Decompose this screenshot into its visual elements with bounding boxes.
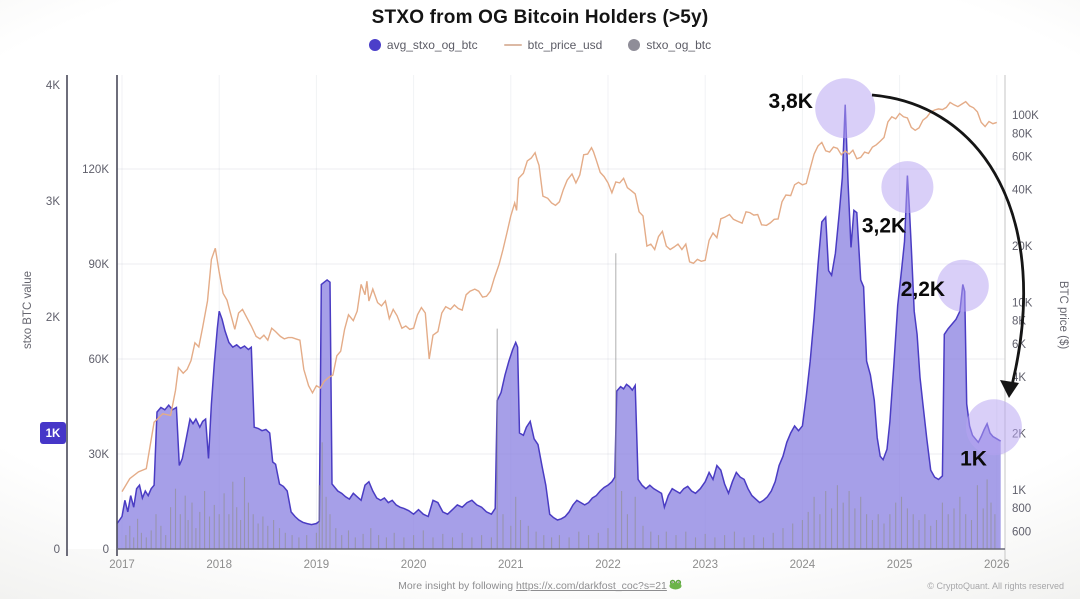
right-axis-tick-label: 20K: [1012, 241, 1033, 253]
right-axis-tick-label: 60K: [1012, 152, 1033, 164]
legend-label: btc_price_usd: [527, 38, 603, 52]
annotation-highlight-circle: [936, 259, 989, 312]
right-axis-tick-label: 600: [1012, 527, 1031, 539]
right-axis-tick-label: 40K: [1012, 185, 1033, 197]
x-axis-tick-label: 2019: [304, 559, 330, 571]
footer-insight: More insight by following https://x.com/…: [0, 579, 1080, 593]
secondary-axis-tick-label: 0: [103, 544, 109, 556]
right-axis-tick-label: 8K: [1012, 316, 1026, 328]
secondary-axis-tick-label: 90K: [89, 259, 110, 271]
annotation-value-label: 1K: [960, 448, 987, 471]
annotation-highlight-circle: [815, 78, 876, 139]
right-axis-tick-label: 100K: [1012, 110, 1039, 122]
left-axis-tick-label: 3K: [46, 196, 60, 208]
left-axis-tick-label: 0: [54, 544, 60, 556]
x-axis-tick-label: 2026: [984, 559, 1010, 571]
x-axis-tick-label: 2022: [595, 559, 621, 571]
downtrend-arrow: [871, 93, 1026, 386]
x-axis-tick-label: 2017: [109, 559, 135, 571]
annotation-value-label: 2,2K: [901, 278, 945, 301]
annotation-value-label: 3,2K: [862, 214, 906, 237]
footer-bar: More insight by following https://x.com/…: [0, 575, 1080, 599]
annotation-value-label: 3,8K: [769, 90, 813, 113]
secondary-axis-tick-label: 120K: [82, 164, 109, 176]
gray-dot-icon: [628, 39, 641, 51]
btc-price-line: [121, 100, 998, 492]
right-axis-tick-label: 800: [1012, 503, 1031, 515]
right-axis-tick-label: 1K: [1012, 485, 1026, 497]
secondary-axis-tick-label: 30K: [89, 449, 110, 461]
x-axis-tick-label: 2018: [206, 559, 232, 571]
legend-item-btc-price[interactable]: btc_price_usd: [503, 38, 603, 52]
chart-title: STXO from OG Bitcoin Holders (>5y): [371, 7, 709, 28]
line-swatch-icon: [503, 44, 522, 46]
x-axis-tick-label: 2021: [498, 559, 524, 571]
stxo-area-outline: [116, 104, 1002, 526]
annotation-highlight-circle: [965, 399, 1022, 456]
right-axis-tick-label: 80K: [1012, 128, 1033, 140]
legend-item-stxo[interactable]: stxo_og_btc: [628, 38, 711, 52]
left-axis-tick-label: 2K: [46, 312, 60, 324]
copyright-text: © CryptoQuant. All rights reserved: [927, 581, 1064, 591]
secondary-axis-tick-label: 60K: [89, 354, 110, 366]
current-value-badge: [40, 422, 66, 444]
footer-insight-text: More insight by following: [398, 580, 514, 592]
legend-item-avg-stxo[interactable]: avg_stxo_og_btc: [368, 38, 478, 52]
left-axis-tick-label: 4K: [46, 80, 60, 92]
x-axis-tick-label: 2020: [401, 559, 427, 571]
purple-dot-icon: [368, 39, 381, 51]
legend-label: avg_stxo_og_btc: [386, 38, 478, 52]
downtrend-arrow-head: [1000, 380, 1019, 398]
current-value-badge-label: 1K: [46, 428, 61, 440]
frog-emoji-icon: [669, 579, 682, 593]
footer-link[interactable]: https://x.com/darkfost_coc?s=21: [516, 580, 667, 592]
x-axis-tick-label: 2025: [887, 559, 913, 571]
legend-label: stxo_og_btc: [646, 38, 712, 52]
x-axis-tick-label: 2023: [692, 559, 718, 571]
chart-legend: avg_stxo_og_btc btc_price_usd stxo_og_bt…: [0, 38, 1080, 52]
stxo-area-series: [117, 104, 1001, 549]
annotation-highlight-circle: [881, 161, 934, 214]
x-axis-tick-label: 2024: [790, 559, 816, 571]
